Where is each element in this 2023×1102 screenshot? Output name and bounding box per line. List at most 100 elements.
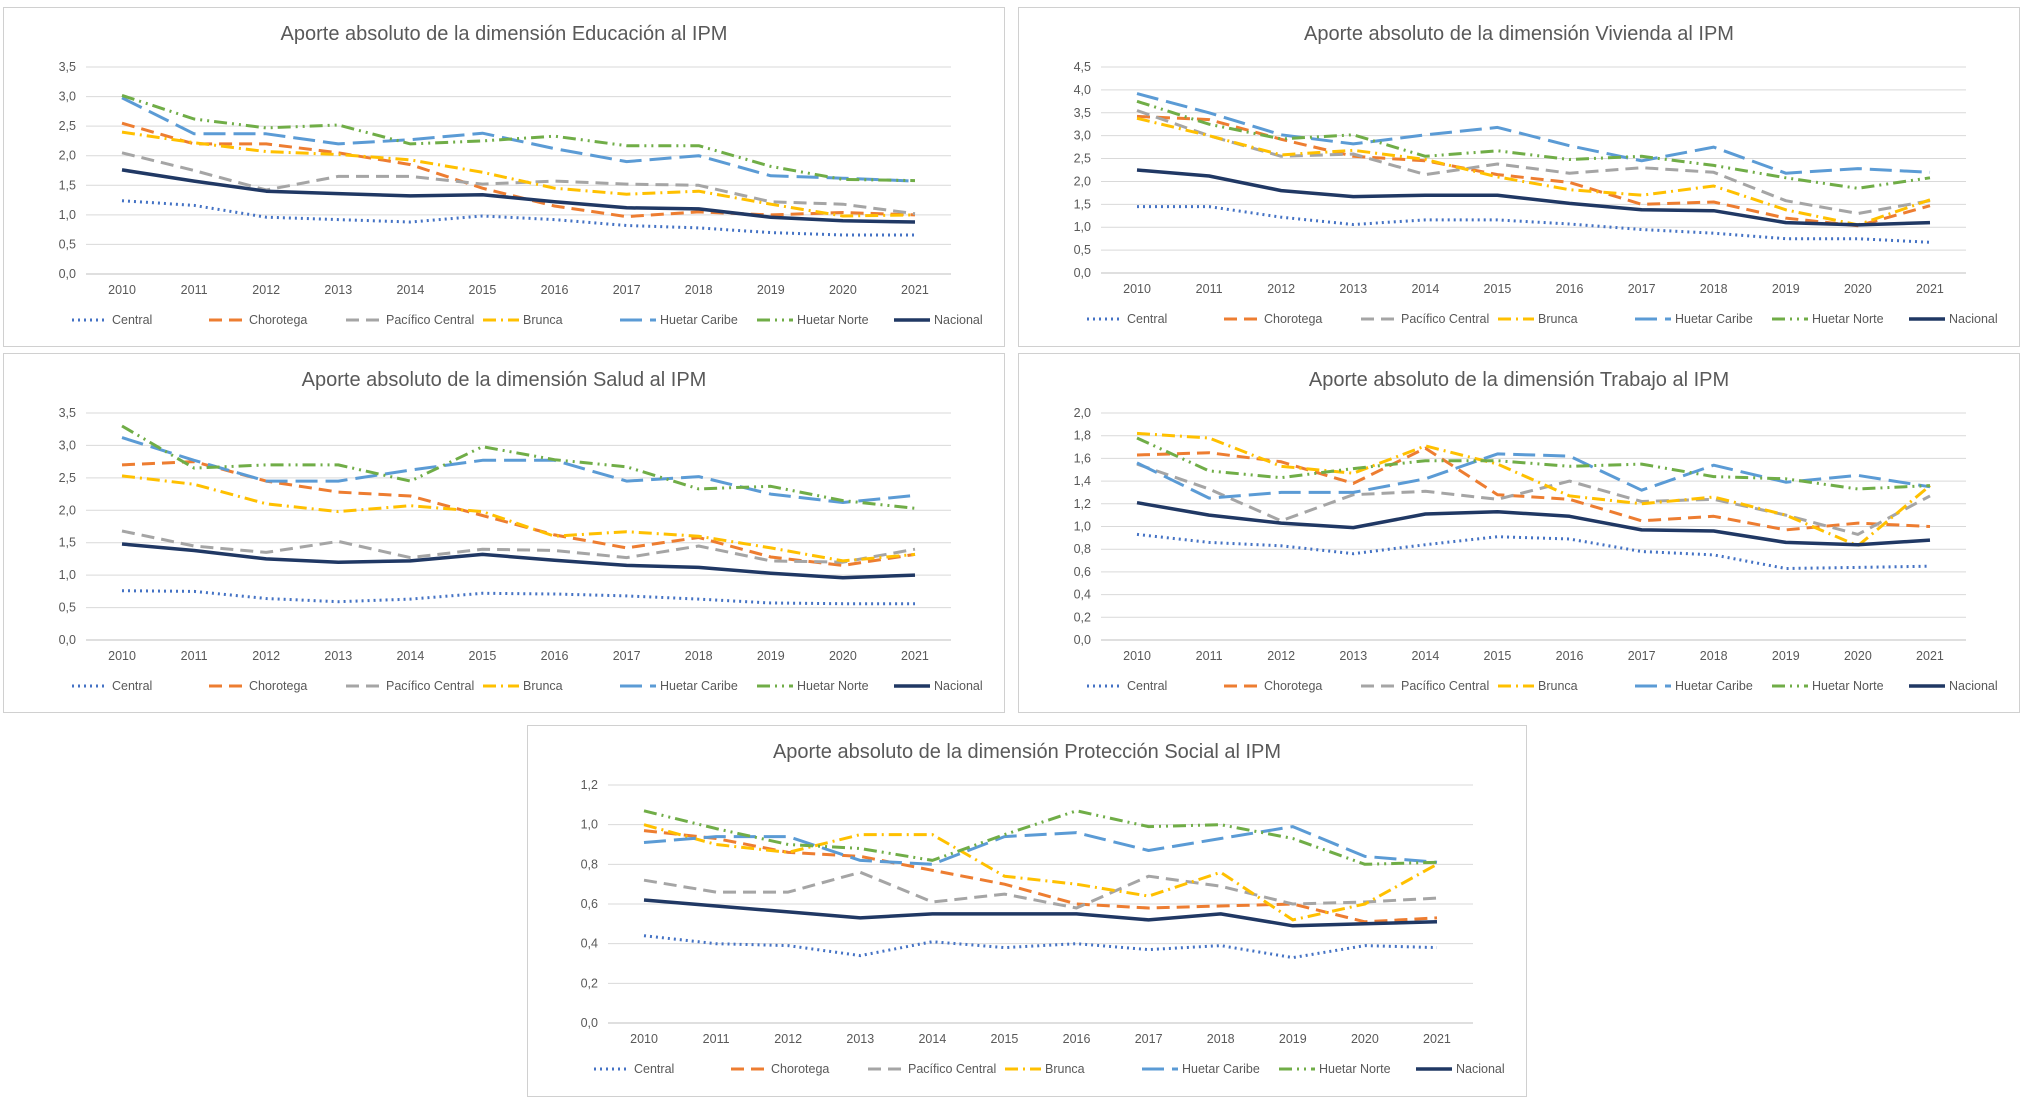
x-tick-label: 2014 [1411, 649, 1439, 663]
series-line-central [121, 589, 915, 606]
series-line-brunca [121, 474, 916, 563]
series-line-nacional [121, 542, 916, 580]
legend-label: Nacional [934, 313, 983, 327]
x-tick-label: 2014 [396, 283, 424, 297]
x-tick-label: 2014 [396, 649, 424, 663]
series-line-huetar-norte [121, 424, 916, 510]
legend-item-huetar-caribe: Huetar Caribe [620, 679, 738, 693]
legend-label: Brunca [1045, 1062, 1085, 1076]
y-tick-label: 2,0 [1074, 174, 1091, 188]
y-tick-label: 0,2 [581, 976, 598, 990]
series-line-brunca [643, 823, 1438, 922]
chart-panel-proteccion-social: Aporte absoluto de la dimensión Protecci… [527, 725, 1527, 1097]
legend-item-brunca: Brunca [483, 679, 563, 693]
legend-item-huetar-caribe: Huetar Caribe [1635, 679, 1753, 693]
x-tick-label: 2020 [1844, 282, 1872, 296]
y-tick-label: 0,0 [1074, 633, 1091, 647]
y-tick-label: 1,0 [59, 208, 76, 222]
legend-label: Huetar Caribe [660, 679, 738, 693]
x-tick-label: 2016 [541, 649, 569, 663]
y-tick-label: 1,2 [1074, 497, 1091, 511]
y-tick-label: 0,8 [581, 857, 598, 871]
y-tick-label: 1,8 [1074, 429, 1091, 443]
legend-item-brunca: Brunca [1005, 1062, 1085, 1076]
x-tick-label: 2021 [901, 283, 929, 297]
legend-label: Huetar Norte [1319, 1062, 1391, 1076]
series-line-pacifico-central [1136, 109, 1931, 215]
legend-label: Central [1127, 312, 1167, 326]
legend-item-pacifico-central: Pacífico Central [1361, 312, 1489, 326]
x-tick-label: 2013 [1339, 282, 1367, 296]
y-tick-label: 3,0 [1074, 129, 1091, 143]
x-tick-label: 2013 [846, 1032, 874, 1046]
chart-title: Aporte absoluto de la dimensión Educació… [281, 23, 728, 45]
x-tick-label: 2014 [918, 1032, 946, 1046]
series-line-huetar-norte [121, 93, 916, 183]
x-tick-label: 2019 [1772, 282, 1800, 296]
x-tick-label: 2013 [1339, 649, 1367, 663]
x-tick-label: 2011 [181, 283, 208, 297]
legend-label: Chorotega [249, 313, 307, 327]
y-tick-label: 3,0 [59, 438, 76, 452]
legend-item-nacional: Nacional [1909, 679, 1998, 693]
legend-item-chorotega: Chorotega [1224, 312, 1322, 326]
y-tick-label: 2,5 [1074, 152, 1091, 166]
x-tick-label: 2016 [1556, 649, 1584, 663]
x-tick-label: 2021 [1916, 649, 1944, 663]
x-tick-label: 2016 [1063, 1032, 1091, 1046]
chart-title: Aporte absoluto de la dimensión Protecci… [773, 741, 1281, 763]
legend-item-huetar-norte: Huetar Norte [757, 313, 869, 327]
x-tick-label: 2020 [1351, 1032, 1379, 1046]
legend-item-nacional: Nacional [894, 313, 983, 327]
legend-item-central: Central [72, 679, 152, 693]
legend-item-chorotega: Chorotega [1224, 679, 1322, 693]
x-tick-label: 2019 [1279, 1032, 1307, 1046]
legend-item-chorotega: Chorotega [209, 313, 307, 327]
y-tick-label: 1,2 [581, 778, 598, 792]
x-tick-label: 2012 [774, 1032, 802, 1046]
chart-svg: Aporte absoluto de la dimensión Protecci… [581, 741, 1505, 1076]
chart-svg: Aporte absoluto de la dimensión Vivienda… [1074, 23, 1998, 326]
y-tick-label: 0,5 [59, 237, 76, 251]
series-line-pacifico-central [121, 151, 916, 216]
series-line-chorotega [1136, 114, 1931, 228]
x-tick-label: 2010 [108, 649, 136, 663]
y-tick-label: 0,6 [1074, 565, 1091, 579]
x-tick-label: 2015 [991, 1032, 1019, 1046]
legend-label: Central [112, 679, 152, 693]
x-tick-label: 2017 [1628, 282, 1656, 296]
x-tick-label: 2021 [1423, 1032, 1451, 1046]
x-tick-label: 2021 [901, 649, 929, 663]
y-tick-label: 3,5 [59, 406, 76, 420]
x-tick-label: 2013 [324, 283, 352, 297]
chart-panel-educacion: Aporte absoluto de la dimensión Educació… [3, 7, 1005, 347]
legend-label: Huetar Caribe [1675, 679, 1753, 693]
x-tick-label: 2018 [1700, 282, 1728, 296]
y-tick-label: 1,5 [1074, 197, 1091, 211]
x-tick-label: 2019 [757, 283, 785, 297]
series-line-central [1136, 532, 1931, 570]
series-line-central [1137, 205, 1931, 244]
series-line-pacifico-central [643, 870, 1438, 910]
y-tick-label: 0,0 [59, 267, 76, 281]
x-tick-label: 2010 [630, 1032, 658, 1046]
y-tick-label: 1,0 [59, 568, 76, 582]
y-tick-label: 4,5 [1074, 60, 1091, 74]
y-tick-label: 0,8 [1074, 542, 1091, 556]
x-tick-label: 2010 [1123, 649, 1151, 663]
y-tick-label: 0,5 [59, 601, 76, 615]
y-tick-label: 2,0 [59, 149, 76, 163]
x-tick-label: 2010 [1123, 282, 1151, 296]
y-tick-label: 3,5 [1074, 106, 1091, 120]
legend-label: Brunca [523, 313, 563, 327]
legend-label: Nacional [1949, 312, 1998, 326]
y-tick-label: 0,2 [1074, 610, 1091, 624]
y-tick-label: 1,4 [1074, 474, 1091, 488]
y-tick-label: 0,0 [1074, 266, 1091, 280]
series-line-brunca [1136, 116, 1931, 227]
y-tick-label: 0,0 [59, 633, 76, 647]
legend-label: Nacional [934, 679, 983, 693]
x-tick-label: 2011 [181, 649, 208, 663]
legend-label: Huetar Norte [1812, 679, 1884, 693]
legend-label: Huetar Caribe [1675, 312, 1753, 326]
